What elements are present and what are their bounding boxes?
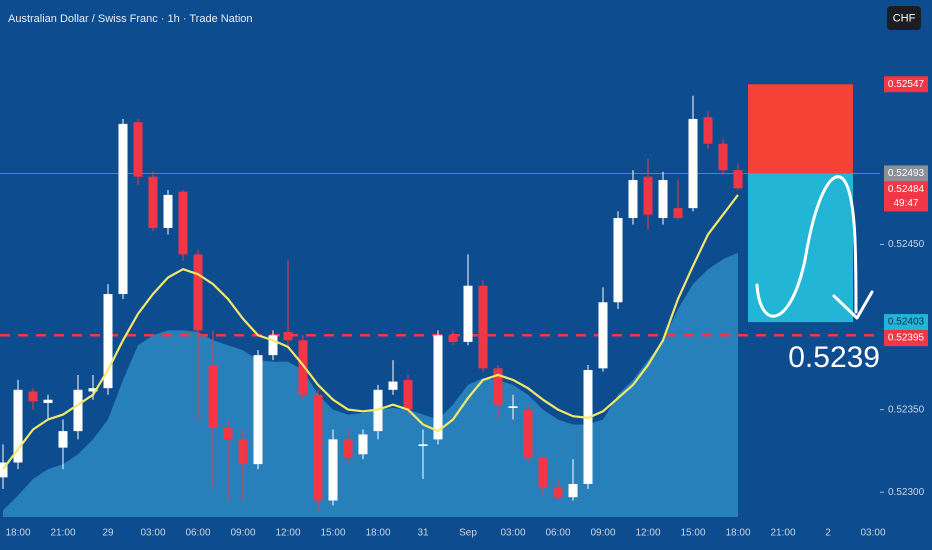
candle-body xyxy=(103,294,113,389)
price-label-box xyxy=(884,165,928,182)
forecast-arrow xyxy=(755,175,858,318)
x-tick-label: 29 xyxy=(102,528,114,539)
candle-body xyxy=(268,335,278,356)
candle-body xyxy=(403,379,413,410)
x-tick-label: Sep xyxy=(459,528,477,539)
candle-body xyxy=(718,143,728,171)
moving-average xyxy=(2,194,739,470)
candle-body xyxy=(0,462,8,478)
candle-body xyxy=(523,409,533,458)
price-label: 0.52484 xyxy=(888,184,925,195)
candle-body xyxy=(88,388,98,392)
candle-body xyxy=(223,427,233,440)
annotation: 0.5239 xyxy=(788,341,880,374)
x-tick-label: 06:00 xyxy=(545,528,570,539)
candle-body xyxy=(118,123,128,295)
x-tick-label: 18:00 xyxy=(725,528,750,539)
x-tick-label: 18:00 xyxy=(5,528,30,539)
price-label-box xyxy=(884,181,928,212)
candle-body xyxy=(703,117,713,144)
y-tick-label: 0.52350 xyxy=(888,404,925,415)
candle-body xyxy=(298,340,308,395)
candle-body xyxy=(448,335,458,342)
x-tick-label: 15:00 xyxy=(680,528,705,539)
price-label-box xyxy=(884,314,928,331)
price-label: 0.52403 xyxy=(888,317,925,328)
candle-body xyxy=(388,381,398,390)
candle-body xyxy=(163,194,173,228)
candle-body xyxy=(553,487,563,498)
candle-body xyxy=(133,122,143,177)
candle-body xyxy=(58,431,68,448)
candle-body xyxy=(658,180,668,219)
candle-body xyxy=(418,444,428,446)
x-tick-label: 12:00 xyxy=(635,528,660,539)
x-tick-label: 06:00 xyxy=(185,528,210,539)
plot-area xyxy=(0,84,884,517)
x-tick-label: 31 xyxy=(417,528,429,539)
price-label: 0.52547 xyxy=(888,79,925,90)
forecast-arrowhead xyxy=(832,290,874,320)
x-tick-label: 15:00 xyxy=(320,528,345,539)
x-tick-label: 03:00 xyxy=(140,528,165,539)
x-tick-label: 21:00 xyxy=(770,528,795,539)
candle-body xyxy=(193,254,203,331)
candle-body xyxy=(208,365,218,428)
candle-body xyxy=(628,180,638,219)
candle-body xyxy=(343,439,353,458)
candle-body xyxy=(733,170,743,189)
x-tick-label: 03:00 xyxy=(500,528,525,539)
candle-body xyxy=(538,457,548,488)
candle-body xyxy=(28,391,38,402)
candle-body xyxy=(358,434,368,455)
x-tick-label: 2 xyxy=(825,528,831,539)
countdown: 49:47 xyxy=(893,198,918,209)
candle-body xyxy=(178,191,188,255)
x-tick-label: 18:00 xyxy=(365,528,390,539)
y-tick-label: 0.52300 xyxy=(888,487,925,498)
candle-body xyxy=(673,208,683,219)
candle-body xyxy=(568,483,578,498)
candle-body xyxy=(283,332,293,341)
candle-body xyxy=(238,439,248,465)
price-label: 0.52395 xyxy=(888,333,925,344)
price-label-box xyxy=(884,330,928,347)
candle-body xyxy=(643,176,653,215)
candle-body xyxy=(433,335,443,440)
candle-body xyxy=(253,355,263,465)
candle-body xyxy=(478,285,488,369)
price-label-box xyxy=(884,76,928,93)
candle-body xyxy=(73,389,83,432)
candle-body xyxy=(13,389,23,463)
currency-button[interactable] xyxy=(887,6,921,30)
stop-zone xyxy=(748,84,853,174)
candle-body xyxy=(688,118,698,209)
candle-body xyxy=(583,369,593,484)
x-tick-label: 03:00 xyxy=(860,528,885,539)
y-tick-label: 0.52450 xyxy=(888,239,925,250)
x-tick-label: 09:00 xyxy=(230,528,255,539)
candle-body xyxy=(493,368,503,405)
area xyxy=(3,252,738,517)
candle-body xyxy=(148,176,158,228)
x-tick-label: 12:00 xyxy=(275,528,300,539)
x-tick-label: 09:00 xyxy=(590,528,615,539)
candle-body xyxy=(463,285,473,342)
candle-body xyxy=(43,399,53,404)
candle-body xyxy=(598,302,608,369)
candle-body xyxy=(613,218,623,303)
candle-body xyxy=(328,439,338,501)
currency-label[interactable]: CHF xyxy=(893,12,916,24)
x-tick-label: 21:00 xyxy=(50,528,75,539)
price-label: 0.52493 xyxy=(888,168,925,179)
candle-body xyxy=(508,406,518,408)
candle-body xyxy=(313,394,323,501)
chart-title: Australian Dollar / Swiss Franc · 1h · T… xyxy=(8,13,253,25)
